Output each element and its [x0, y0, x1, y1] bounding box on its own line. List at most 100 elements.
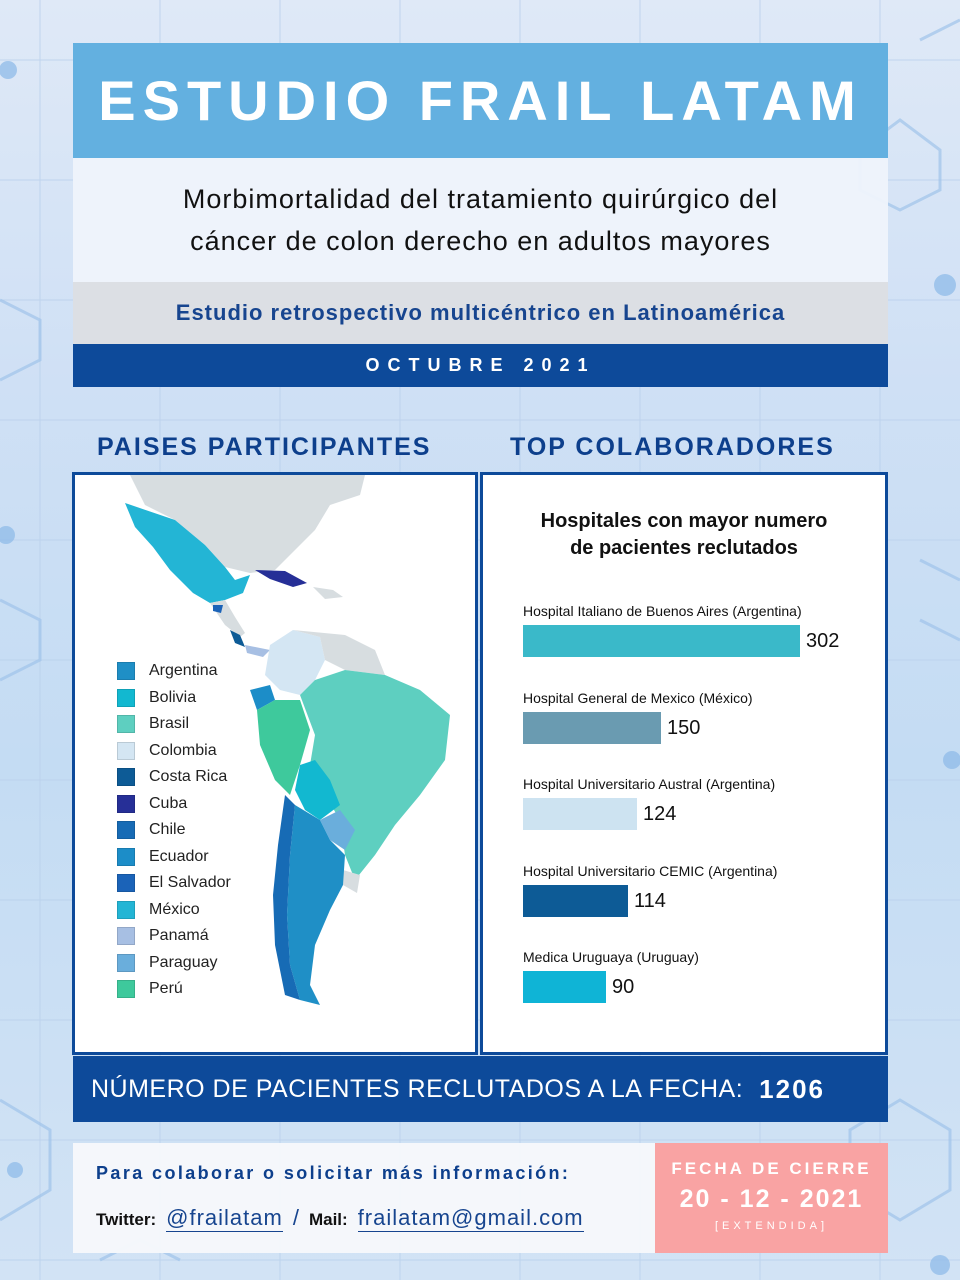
- closing-date-box: FECHA DE CIERRE 20 - 12 - 2021 [EXTENDID…: [655, 1143, 888, 1253]
- peru-shape: [257, 700, 310, 795]
- legend-label: Panamá: [149, 927, 209, 945]
- venezuela-guyanas-shape: [293, 630, 385, 675]
- legend-item: Ecuador: [117, 844, 231, 871]
- subtitle-box: Morbimortalidad del tratamiento quirúrgi…: [73, 158, 888, 282]
- bar: [523, 712, 661, 744]
- bar-row: Hospital Universitario Austral (Argentin…: [523, 776, 775, 830]
- legend-swatch: [117, 927, 135, 946]
- legend-swatch: [117, 821, 135, 840]
- countries-heading: PAISES PARTICIPANTES: [97, 433, 432, 461]
- legend-label: El Salvador: [149, 874, 231, 892]
- bar: [523, 798, 637, 830]
- twitter-link[interactable]: @frailatam: [166, 1205, 283, 1232]
- bar-value: 150: [667, 716, 701, 739]
- legend-label: Colombia: [149, 741, 217, 759]
- legend-item: Colombia: [117, 738, 231, 765]
- subtitle-line-1: Morbimortalidad del tratamiento quirúrgi…: [182, 184, 779, 214]
- legend-label: Brasil: [149, 715, 190, 733]
- uruguay-shape: [343, 870, 360, 893]
- legend-item: El Salvador: [117, 870, 231, 897]
- bar-row: Medica Uruguaya (Uruguay) 90: [523, 949, 699, 1003]
- legend-swatch: [117, 900, 135, 919]
- bar-row: Hospital Italiano de Buenos Aires (Argen…: [523, 603, 839, 657]
- twitter-label: Twitter:: [96, 1210, 157, 1229]
- panama-shape: [245, 645, 270, 657]
- patients-count-banner: NÚMERO DE PACIENTES RECLUTADOS A LA FECH…: [73, 1056, 888, 1122]
- bar-row: Hospital General de Mexico (México) 150: [523, 690, 753, 744]
- cuba-shape: [255, 570, 307, 587]
- map-panel: Argentina Bolivia Brasil Colombia Costa Rica…: [72, 472, 478, 1055]
- bar: [523, 625, 800, 657]
- argentina-shape: [287, 805, 345, 1005]
- chile-shape: [273, 795, 300, 1000]
- bar-label: Medica Uruguaya (Uruguay): [523, 949, 699, 965]
- study-date: OCTUBRE 2021: [365, 355, 596, 375]
- page-title: ESTUDIO FRAIL LATAM: [98, 69, 863, 132]
- colombia-shape: [265, 630, 325, 695]
- legend-item: México: [117, 897, 231, 924]
- bar-value: 114: [634, 889, 666, 912]
- costa-rica-shape: [230, 630, 245, 647]
- date-banner: OCTUBRE 2021: [73, 344, 888, 387]
- contact-box: Para colaborar o solicitar más informaci…: [73, 1143, 655, 1253]
- legend-swatch: [117, 980, 135, 999]
- study-type-banner: Estudio retrospectivo multicéntrico en L…: [73, 282, 888, 344]
- subtitle: Morbimortalidad del tratamiento quirúrgi…: [183, 178, 778, 262]
- latam-map: [125, 475, 450, 1005]
- north-america-shape: [130, 475, 365, 573]
- legend-item: Chile: [117, 817, 231, 844]
- legend-item: Argentina: [117, 658, 231, 685]
- study-type-text: Estudio retrospectivo multicéntrico en L…: [175, 300, 786, 325]
- legend-swatch: [117, 741, 135, 760]
- map-legend: Argentina Bolivia Brasil Colombia Costa Rica…: [117, 658, 231, 1003]
- bolivia-shape: [295, 760, 340, 820]
- legend-item: Bolivia: [117, 685, 231, 712]
- bar-row: Hospital Universitario CEMIC (Argentina)…: [523, 863, 777, 917]
- legend-swatch: [117, 794, 135, 813]
- legend-label: México: [149, 900, 200, 918]
- legend-swatch: [117, 847, 135, 866]
- bar: [523, 885, 628, 917]
- legend-swatch: [117, 662, 135, 681]
- bar-value: 90: [612, 975, 635, 998]
- legend-label: Bolivia: [149, 688, 197, 706]
- bar-label: Hospital Universitario Austral (Argentin…: [523, 776, 776, 792]
- legend-item: Paraguay: [117, 950, 231, 977]
- ecuador-shape: [250, 685, 275, 710]
- bar-label: Hospital Universitario CEMIC (Argentina): [523, 863, 778, 879]
- mail-link[interactable]: frailatam@gmail.com: [357, 1205, 584, 1232]
- legend-swatch: [117, 715, 135, 734]
- legend-swatch: [117, 688, 135, 707]
- closing-title: FECHA DE CIERRE: [671, 1159, 872, 1178]
- legend-swatch: [117, 874, 135, 893]
- legend-label: Argentina: [149, 662, 218, 680]
- contact-details: Twitter: @frailatam / Mail: frailatam@gm…: [96, 1205, 584, 1232]
- legend-label: Ecuador: [149, 847, 209, 865]
- chart-title: Hospitales con mayor numero de pacientes…: [483, 508, 885, 562]
- bar: [523, 971, 606, 1003]
- closing-note: [EXTENDIDA]: [714, 1220, 829, 1232]
- caribbean-shape: [313, 587, 343, 599]
- chart-title-line-1: Hospitales con mayor numero: [540, 510, 828, 532]
- legend-label: Costa Rica: [149, 768, 228, 786]
- mail-label: Mail:: [308, 1210, 348, 1229]
- legend-swatch: [117, 768, 135, 787]
- closing-date: 20 - 12 - 2021: [679, 1185, 864, 1213]
- collaborators-heading: TOP COLABORADORES: [510, 433, 835, 461]
- bar-value: 124: [643, 802, 677, 825]
- subtitle-line-2: cáncer de colon derecho en adultos mayor…: [190, 226, 771, 256]
- el-salvador-shape: [213, 605, 223, 613]
- legend-swatch: [117, 953, 135, 972]
- bar-label: Hospital Italiano de Buenos Aires (Argen…: [523, 603, 802, 619]
- chart-title-line-2: de pacientes reclutados: [570, 537, 798, 559]
- legend-label: Perú: [149, 980, 183, 998]
- legend-item: Costa Rica: [117, 764, 231, 791]
- legend-label: Chile: [149, 821, 186, 839]
- legend-item: Cuba: [117, 791, 231, 818]
- legend-item: Brasil: [117, 711, 231, 738]
- legend-label: Cuba: [149, 794, 188, 812]
- contact-separator: /: [292, 1205, 299, 1230]
- bar-label: Hospital General de Mexico (México): [523, 690, 753, 706]
- bar-value: 302: [806, 629, 840, 652]
- legend-label: Paraguay: [149, 953, 218, 971]
